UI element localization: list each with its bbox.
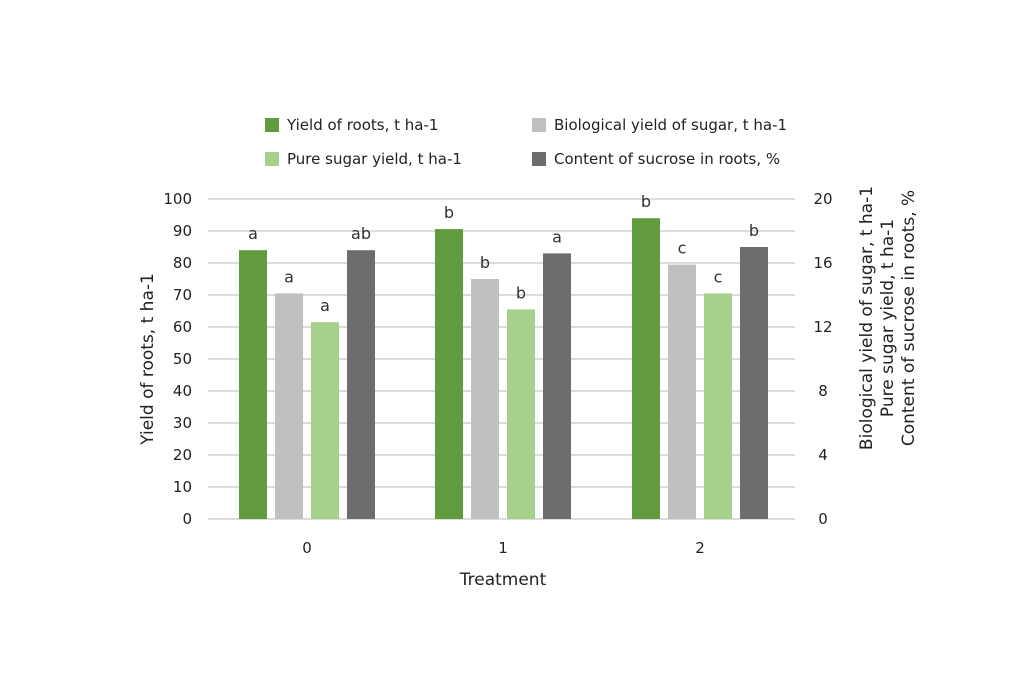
bar bbox=[347, 250, 375, 519]
bar-data-label: a bbox=[552, 227, 562, 246]
bar-data-label: b bbox=[516, 283, 526, 302]
bar bbox=[435, 229, 463, 519]
y-right-axis-title: Content of sucrose in roots, % bbox=[899, 190, 919, 446]
y-tick-label: 40 bbox=[173, 382, 192, 400]
legend-swatch bbox=[532, 118, 546, 132]
y-tick-label: 10 bbox=[173, 478, 192, 496]
y-tick-label: 80 bbox=[173, 254, 192, 272]
legend-item: Yield of roots, t ha-1 bbox=[265, 116, 438, 134]
bar bbox=[704, 293, 732, 519]
bar bbox=[740, 247, 768, 519]
legend-label: Content of sucrose in roots, % bbox=[554, 150, 781, 168]
bar bbox=[471, 279, 499, 519]
bar-data-label: a bbox=[320, 296, 330, 315]
y-tick-label: 50 bbox=[173, 350, 192, 368]
y-tick-label: 70 bbox=[173, 286, 192, 304]
y-right-axis-title: Biological yield of sugar, t ha-1 bbox=[857, 186, 877, 450]
y-tick-label: 20 bbox=[173, 446, 192, 464]
legend-swatch bbox=[265, 118, 279, 132]
y-right-tick-label: 20 bbox=[813, 190, 832, 208]
bar bbox=[507, 309, 535, 519]
bar-data-label: b bbox=[480, 253, 490, 272]
bar-data-label: ab bbox=[351, 224, 371, 243]
bar bbox=[668, 264, 696, 519]
y-right-tick-label: 0 bbox=[818, 510, 828, 528]
y-tick-label: 90 bbox=[173, 222, 192, 240]
y-right-axis-title: Pure sugar yield, t ha-1 bbox=[878, 219, 898, 417]
y-right-tick-label: 8 bbox=[818, 382, 828, 400]
y-right-tick-label: 4 bbox=[818, 446, 828, 464]
y-axis-title: Yield of roots, t ha-1 bbox=[138, 273, 158, 446]
legend-swatch bbox=[532, 152, 546, 166]
y-tick-label: 30 bbox=[173, 414, 192, 432]
x-tick-label: 0 bbox=[302, 539, 312, 557]
legend-swatch bbox=[265, 152, 279, 166]
y-tick-label: 60 bbox=[173, 318, 192, 336]
bar bbox=[239, 250, 267, 519]
bar bbox=[275, 293, 303, 519]
bar bbox=[632, 218, 660, 519]
bar-data-label: c bbox=[678, 239, 687, 258]
x-tick-label: 1 bbox=[498, 539, 508, 557]
legend-item: Biological yield of sugar, t ha-1 bbox=[532, 116, 787, 134]
legend-label: Biological yield of sugar, t ha-1 bbox=[554, 116, 788, 134]
bar-data-label: c bbox=[714, 267, 723, 286]
bar-data-label: b bbox=[749, 221, 759, 240]
legend-item: Pure sugar yield, t ha-1 bbox=[265, 150, 462, 168]
bar bbox=[543, 253, 571, 519]
bar bbox=[311, 322, 339, 519]
y-tick-label: 0 bbox=[182, 510, 192, 528]
x-tick-label: 2 bbox=[695, 539, 705, 557]
legend-label: Pure sugar yield, t ha-1 bbox=[287, 150, 462, 168]
y-right-tick-label: 16 bbox=[813, 254, 832, 272]
legend-label: Yield of roots, t ha-1 bbox=[287, 116, 439, 134]
y-tick-label: 100 bbox=[163, 190, 192, 208]
y-right-tick-label: 12 bbox=[813, 318, 832, 336]
x-axis-title: Treatment bbox=[459, 570, 547, 590]
bar-data-label: a bbox=[284, 267, 294, 286]
legend-item: Content of sucrose in roots, % bbox=[532, 150, 780, 168]
bar-data-label: a bbox=[248, 224, 258, 243]
bar-data-label: b bbox=[641, 192, 651, 211]
bar-data-label: b bbox=[444, 203, 454, 222]
